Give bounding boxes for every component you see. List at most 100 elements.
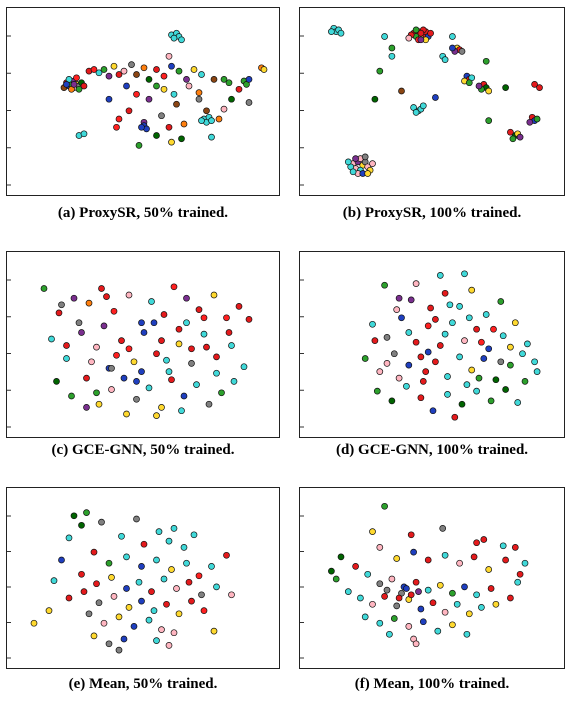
scatter-point — [473, 591, 480, 599]
scatter-point — [55, 309, 63, 317]
scatter-point — [424, 556, 432, 564]
scatter-point — [434, 627, 442, 635]
scatter-point — [95, 599, 103, 607]
scatter-point — [210, 291, 218, 299]
scatter-point — [228, 95, 235, 103]
scatter-point — [436, 272, 444, 279]
scatter-point — [427, 304, 434, 312]
scatter-point — [188, 597, 195, 605]
scatter-point — [100, 322, 108, 330]
scatter-point — [113, 123, 120, 131]
scatter-point — [240, 363, 248, 371]
scatter-point — [90, 632, 98, 640]
scatter-point — [456, 559, 463, 567]
scatter-point — [63, 81, 70, 88]
scatter-point — [180, 392, 188, 400]
scatter-point — [344, 588, 352, 595]
scatter-point — [502, 556, 509, 564]
scatter-point — [138, 123, 145, 131]
scatter-point — [492, 376, 500, 384]
scatter-point — [516, 133, 524, 141]
scatter-point — [118, 337, 125, 344]
scatter-point — [103, 293, 110, 300]
scatter-point — [383, 586, 391, 594]
scatter-point — [133, 90, 140, 98]
scatter-point — [429, 407, 437, 415]
scatter-point — [405, 329, 413, 336]
scatter-point — [383, 360, 391, 367]
scatter-point — [163, 600, 170, 608]
scatter-point — [405, 623, 413, 630]
scatter-point — [376, 580, 384, 588]
scatter-point — [449, 621, 456, 629]
scatter-point — [198, 71, 205, 78]
scatter-point — [200, 314, 208, 322]
scatter-point — [110, 307, 118, 315]
scatter-point — [361, 613, 369, 621]
scatter-point — [145, 76, 153, 83]
scatter-point — [183, 559, 190, 567]
scatter-plot — [300, 270, 541, 428]
scatter-point — [115, 115, 123, 123]
scatter-point — [115, 613, 123, 621]
scatter-point — [155, 528, 163, 535]
scatter-point — [410, 548, 417, 556]
scatter-point — [463, 381, 471, 388]
scatter-point — [235, 303, 243, 310]
scatter-point — [230, 378, 238, 385]
scatter-point — [80, 588, 88, 595]
scatter-point — [412, 578, 420, 586]
scatter-point — [436, 342, 444, 349]
scatter-point — [188, 360, 195, 367]
scatter-point — [183, 319, 190, 327]
scatter-point — [449, 44, 456, 52]
scatter-point — [381, 33, 388, 40]
scatter-point — [130, 358, 138, 366]
scatter-plot — [300, 502, 529, 659]
scatter-point — [417, 353, 425, 361]
scatter-point — [371, 95, 379, 103]
scatter-point — [405, 361, 413, 369]
scatter-point — [456, 303, 463, 310]
scatter-point — [465, 610, 473, 618]
scatter-plot — [7, 509, 235, 659]
scatter-point — [170, 34, 178, 42]
scatter-point — [145, 95, 153, 103]
scatter-point — [373, 387, 381, 395]
scatter-point — [105, 559, 113, 567]
scatter-point — [180, 120, 188, 128]
scatter-point — [68, 392, 75, 400]
scatter-point — [185, 82, 193, 90]
scatter-point — [225, 329, 233, 336]
scatter-point — [170, 525, 178, 532]
scatter-point — [123, 553, 130, 561]
scatter-point — [75, 319, 83, 327]
scatter-point — [108, 386, 115, 393]
scatter-point — [175, 67, 183, 75]
scatter-point — [478, 604, 485, 611]
scatter-point — [188, 345, 195, 353]
scatter-point — [439, 525, 447, 532]
scatter-point — [195, 95, 203, 103]
scatter-point — [165, 123, 173, 131]
scatter-point — [125, 291, 133, 299]
scatter-point — [93, 343, 100, 351]
scatter-point — [100, 66, 108, 73]
scatter-point — [140, 64, 148, 72]
scatter-point — [446, 301, 454, 309]
scatter-point — [208, 117, 215, 124]
scatter-point — [381, 593, 388, 600]
panel-caption: (d) GCE-GNN, 100% trained. — [335, 442, 529, 458]
scatter-point — [235, 85, 243, 93]
scatter-point — [135, 578, 143, 586]
scatter-point — [105, 95, 113, 103]
scatter-point — [395, 374, 403, 382]
scatter-point — [473, 387, 480, 395]
scatter-point — [390, 615, 398, 622]
scatter-point — [245, 99, 253, 106]
scatter-point — [369, 528, 376, 535]
scatter-point — [507, 361, 514, 369]
scatter-point — [158, 404, 165, 411]
scatter-point — [475, 374, 483, 382]
scatter-point — [133, 515, 140, 523]
